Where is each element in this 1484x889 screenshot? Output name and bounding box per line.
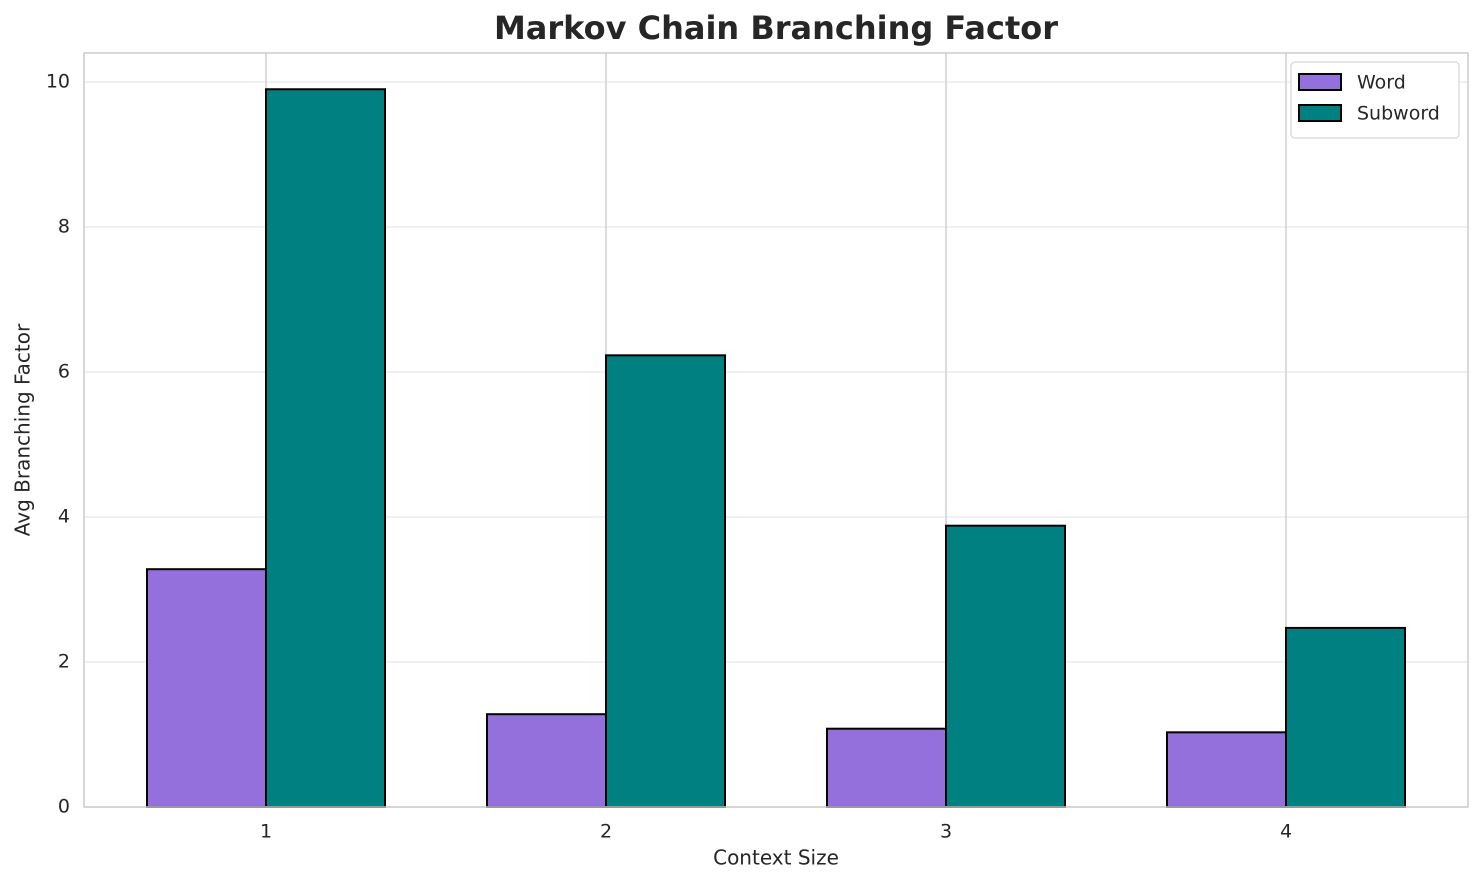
bar	[146, 568, 267, 809]
bar	[486, 713, 607, 809]
y-tick-label: 0	[58, 796, 70, 818]
bar	[265, 88, 386, 808]
y-tick-label: 4	[58, 506, 70, 528]
legend-label: Subword	[1357, 103, 1440, 125]
x-tick-label: 4	[1280, 821, 1292, 843]
chart-title: Markov Chain Branching Factor	[494, 9, 1058, 47]
bar	[1166, 731, 1287, 809]
y-tick-label: 6	[58, 361, 70, 383]
x-tick-label: 2	[600, 821, 612, 843]
y-tick-label: 10	[46, 71, 70, 93]
legend-swatch	[1298, 73, 1342, 91]
y-axis-label: Avg Branching Factor	[11, 323, 35, 536]
bar	[945, 524, 1066, 808]
y-tick-label: 2	[58, 651, 70, 673]
bar	[605, 354, 726, 808]
plot-frame	[83, 52, 1469, 808]
x-axis-label: Context Size	[713, 846, 839, 870]
x-tick-label: 1	[260, 821, 272, 843]
bar	[1285, 626, 1406, 808]
legend-swatch	[1298, 104, 1342, 122]
y-tick-label: 8	[58, 216, 70, 238]
x-tick-label: 3	[940, 821, 952, 843]
bar	[826, 727, 947, 809]
legend-label: Word	[1357, 72, 1406, 94]
